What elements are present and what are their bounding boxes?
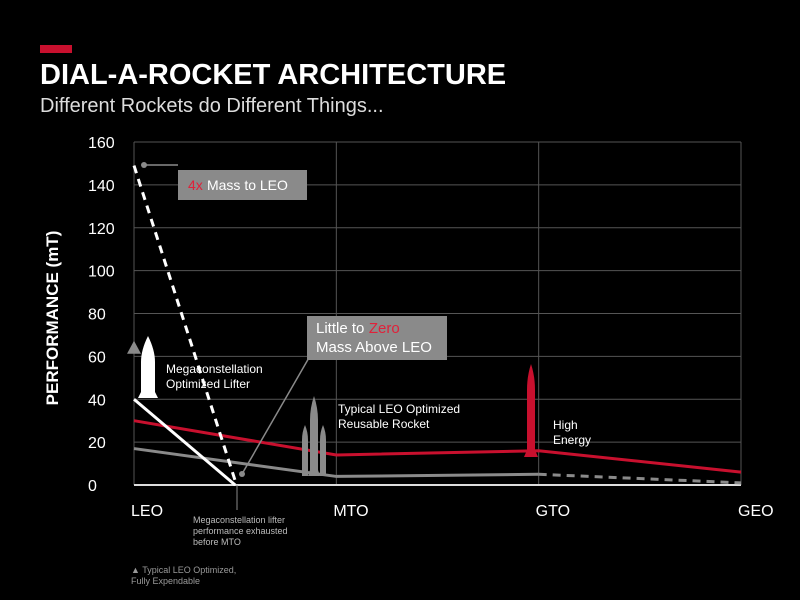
- y-tick-label: 140: [88, 178, 115, 195]
- annotation: Megaconstellation lifter: [193, 515, 285, 525]
- annotation: Reusable Rocket: [338, 417, 430, 431]
- annotation-text: ▲ Typical LEO Optimized,: [131, 565, 236, 575]
- y-tick-label: 20: [88, 435, 106, 452]
- y-tick-label: 120: [88, 221, 115, 238]
- chart-subtitle: Different Rockets do Different Things...: [40, 95, 384, 117]
- annotation-text: Optimized Lifter: [166, 377, 250, 391]
- accent-bar: [40, 45, 72, 53]
- annotation-text: Mass Above LEO: [316, 339, 432, 356]
- annotation-text: Little to: [316, 320, 364, 337]
- annotation-text: Fully Expendable: [131, 576, 200, 586]
- x-tick-label: LEO: [131, 503, 163, 520]
- callout-dot: [239, 471, 245, 477]
- annotation-text: Megaconstellation: [166, 362, 263, 376]
- annotation-text: Mass to LEO: [207, 177, 288, 193]
- annotation-text: Reusable Rocket: [338, 417, 430, 431]
- marker: [127, 340, 141, 354]
- rocket-icon-gray: [302, 396, 326, 476]
- y-axis-label: PERFORMANCE (mT): [43, 231, 62, 406]
- y-tick-label: 60: [88, 349, 106, 366]
- annotation: Fully Expendable: [131, 576, 200, 586]
- annotation-text: Zero: [369, 320, 400, 337]
- series-line: [133, 419, 742, 474]
- annotation: Optimized Lifter: [166, 377, 250, 391]
- annotation: 4x Mass to LEO: [188, 177, 288, 193]
- x-tick-label: GEO: [738, 503, 774, 520]
- annotation: Mass Above LEO: [316, 339, 432, 356]
- y-tick-label: 0: [88, 478, 97, 495]
- rocket-icon-red: [524, 364, 538, 457]
- annotation-text: before MTO: [193, 537, 241, 547]
- series-line: [538, 472, 742, 485]
- annotation-text: performance exhausted: [193, 526, 288, 536]
- rocket-icon-white: [138, 336, 158, 398]
- chart-title: DIAL-A-ROCKET ARCHITECTURE: [40, 59, 506, 91]
- series-line: [133, 398, 237, 487]
- annotation: Megaconstellation: [166, 362, 263, 376]
- annotation: Typical LEO Optimized: [338, 402, 460, 416]
- y-tick-label: 40: [88, 392, 106, 409]
- annotation: performance exhausted: [193, 526, 288, 536]
- annotation: before MTO: [193, 537, 241, 547]
- y-tick-label: 100: [88, 264, 115, 281]
- x-tick-label: GTO: [536, 503, 570, 520]
- callout-box: [178, 170, 307, 200]
- x-tick-label: MTO: [333, 503, 368, 520]
- annotation-text: Megaconstellation lifter: [193, 515, 285, 525]
- annotation: Energy: [553, 433, 591, 447]
- annotation-text: 4x: [188, 177, 203, 193]
- annotation: Little to Zero: [316, 320, 400, 337]
- annotation-text: Energy: [553, 433, 591, 447]
- plot-area: 0 20 40 60 80 100 120 140 160 LEO MTO GTO GEO: [88, 135, 774, 520]
- annotation: High: [553, 418, 578, 432]
- callout-leader: [241, 355, 311, 475]
- y-tick-label: 160: [88, 135, 115, 152]
- callout-dot: [141, 162, 147, 168]
- annotation-text: High: [553, 418, 578, 432]
- annotation-text: Typical LEO Optimized: [338, 402, 460, 416]
- annotations: 4x Mass to LEO Little to Zero Mass Above LEO…: [131, 177, 591, 586]
- annotation: ▲ Typical LEO Optimized,: [131, 565, 236, 575]
- y-tick-label: 80: [88, 307, 106, 324]
- callout-box: [307, 316, 447, 360]
